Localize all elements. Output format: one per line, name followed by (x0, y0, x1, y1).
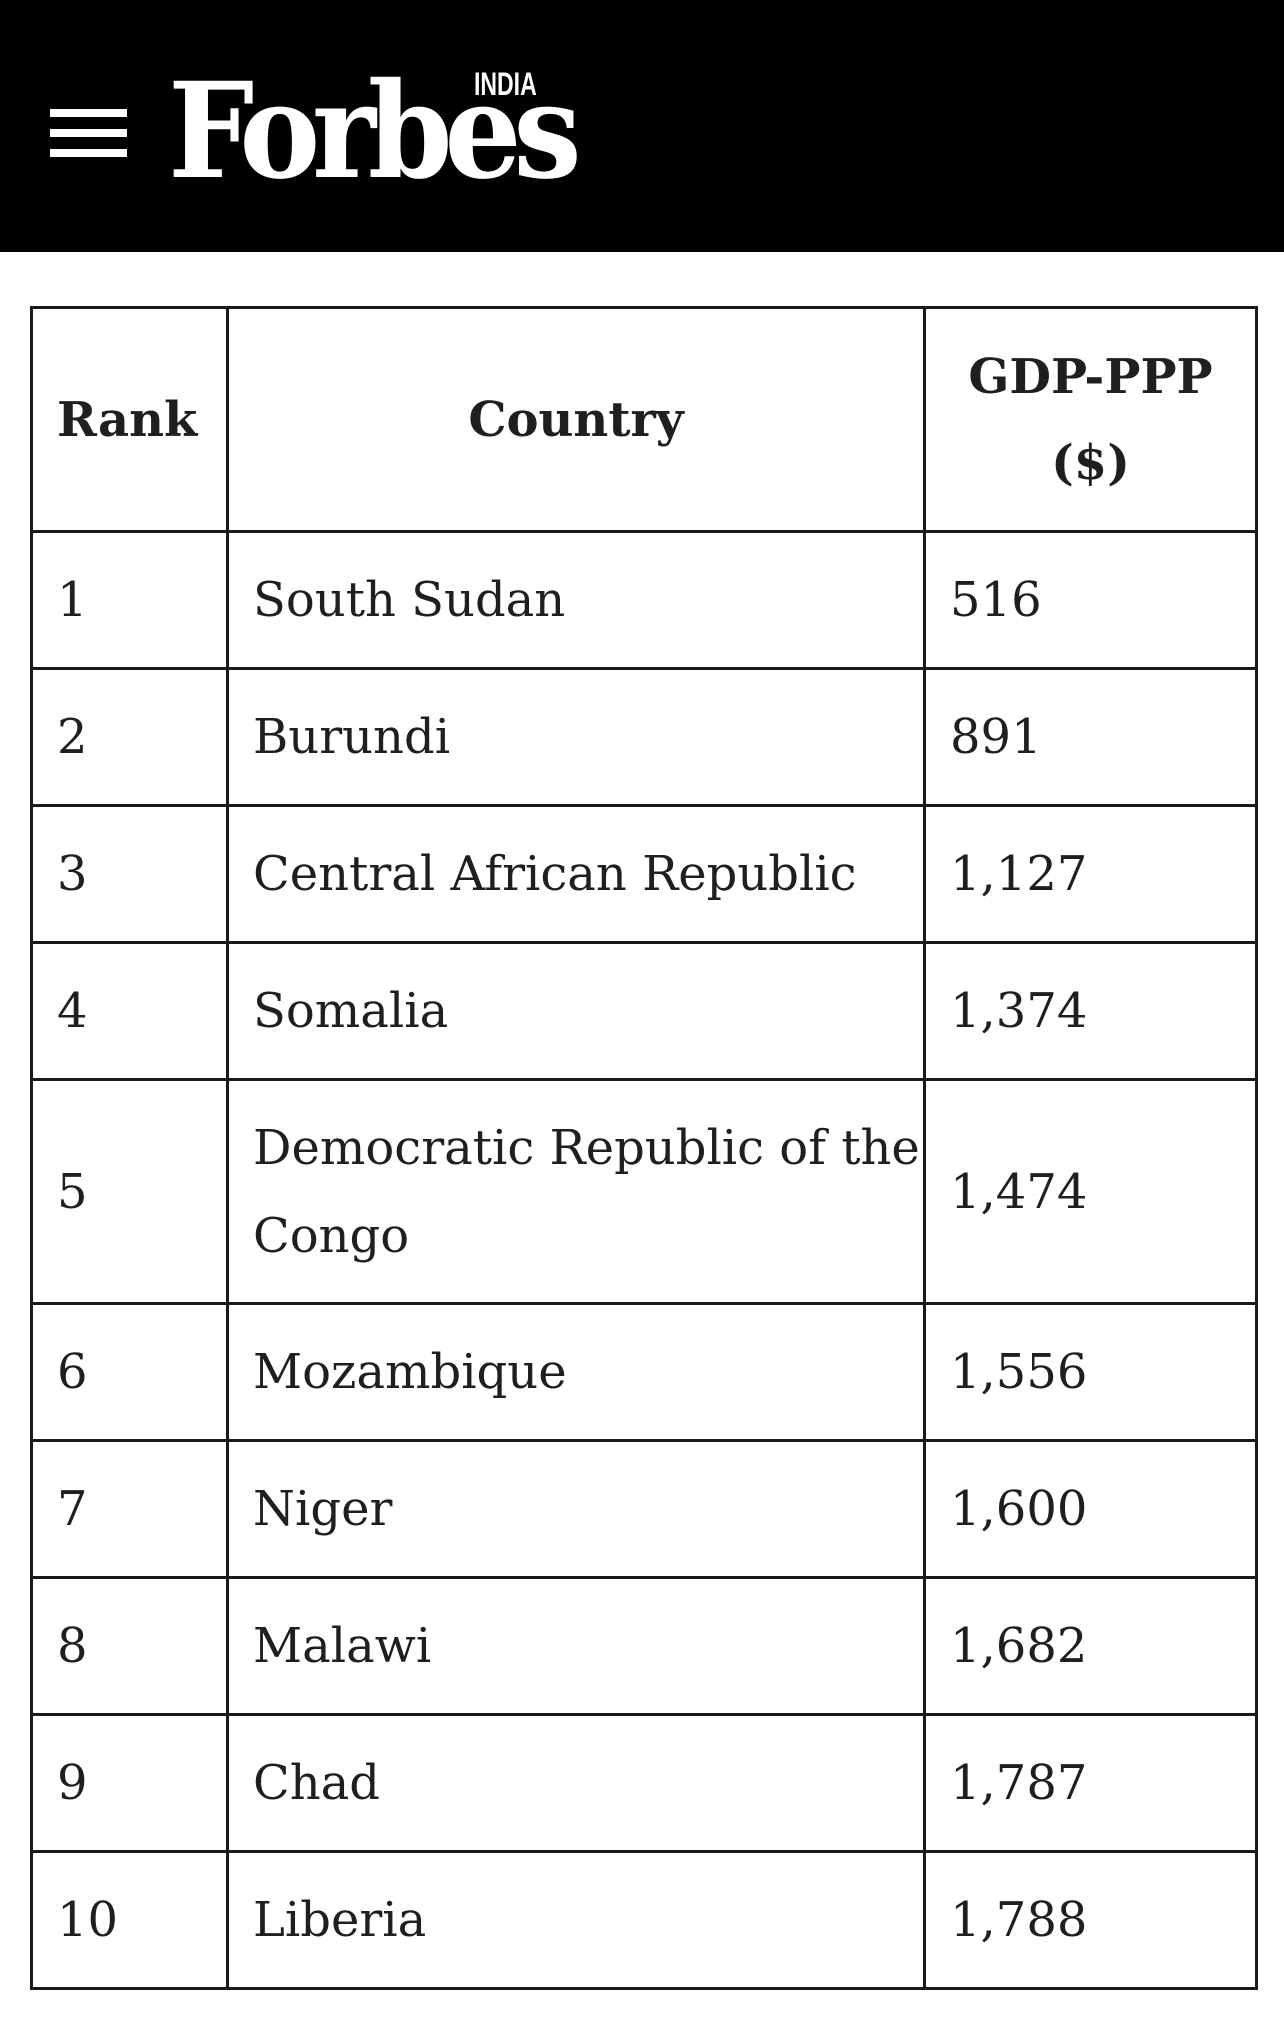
table-row: 2 Burundi 891 (30, 667, 1258, 807)
cell-rank: 6 (30, 1302, 229, 1442)
cell-gdp: 1,788 (923, 1850, 1258, 1990)
cell-gdp: 1,474 (923, 1078, 1258, 1305)
logo-wordmark: Forbes (168, 54, 582, 209)
table-row: 9 Chad 1,787 (30, 1713, 1258, 1853)
menu-bar-middle (50, 129, 127, 137)
cell-country: Mozambique (226, 1302, 926, 1442)
cell-rank: 1 (30, 530, 229, 670)
cell-rank: 5 (30, 1078, 229, 1305)
cell-gdp: 891 (923, 667, 1258, 807)
cell-gdp: 1,556 (923, 1302, 1258, 1442)
cell-rank: 7 (30, 1439, 229, 1579)
cell-country: Central African Republic (226, 804, 926, 944)
cell-gdp: 1,787 (923, 1713, 1258, 1853)
column-header-gdp: GDP-PPP ($) (923, 306, 1258, 533)
cell-rank: 3 (30, 804, 229, 944)
cell-gdp: 516 (923, 530, 1258, 670)
table-row: 6 Mozambique 1,556 (30, 1302, 1258, 1442)
table-row: 10 Liberia 1,788 (30, 1850, 1258, 1990)
table-row: 1 South Sudan 516 (30, 530, 1258, 670)
cell-rank: 4 (30, 941, 229, 1081)
cell-rank: 10 (30, 1850, 229, 1990)
column-header-rank: Rank (30, 306, 229, 533)
logo-edition-label: INDIA (474, 66, 537, 102)
column-header-country: Country (226, 306, 926, 533)
cell-country: Somalia (226, 941, 926, 1081)
table-row: 4 Somalia 1,374 (30, 941, 1258, 1081)
forbes-india-logo[interactable]: Forbes INDIA (168, 62, 608, 202)
cell-country: Democratic Republic of the Congo (226, 1078, 926, 1305)
hamburger-menu-icon[interactable] (50, 109, 127, 157)
table-row: 3 Central African Republic 1,127 (30, 804, 1258, 944)
cell-country: South Sudan (226, 530, 926, 670)
site-header: Forbes INDIA (0, 0, 1284, 252)
cell-gdp: 1,600 (923, 1439, 1258, 1579)
table-row: 5 Democratic Republic of the Congo 1,474 (30, 1078, 1258, 1305)
cell-country: Niger (226, 1439, 926, 1579)
cell-rank: 8 (30, 1576, 229, 1716)
menu-bar-top (50, 109, 127, 117)
cell-country: Burundi (226, 667, 926, 807)
table-row: 8 Malawi 1,682 (30, 1576, 1258, 1716)
table-header-row: Rank Country GDP-PPP ($) (30, 306, 1258, 533)
cell-rank: 9 (30, 1713, 229, 1853)
cell-gdp: 1,127 (923, 804, 1258, 944)
table-row: 7 Niger 1,600 (30, 1439, 1258, 1579)
gdp-ranking-table: Rank Country GDP-PPP ($) 1 South Sudan 5… (30, 306, 1258, 1990)
cell-country: Liberia (226, 1850, 926, 1990)
cell-rank: 2 (30, 667, 229, 807)
cell-country: Malawi (226, 1576, 926, 1716)
cell-gdp: 1,374 (923, 941, 1258, 1081)
menu-bar-bottom (50, 149, 127, 157)
cell-country: Chad (226, 1713, 926, 1853)
cell-gdp: 1,682 (923, 1576, 1258, 1716)
